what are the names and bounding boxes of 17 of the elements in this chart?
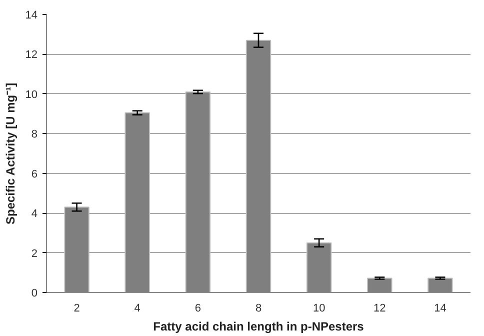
x-tick-label: 14 bbox=[434, 302, 446, 314]
x-tick-label: 10 bbox=[312, 302, 326, 314]
y-tick-label: 14 bbox=[25, 10, 38, 22]
y-axis-title: Specific Activity [U mg⁻¹] bbox=[3, 82, 18, 225]
y-tick-label: 10 bbox=[25, 88, 38, 101]
y-tick-label: 8 bbox=[31, 128, 38, 141]
x-axis-title: Fatty acid chain length in p-NPesters bbox=[153, 320, 364, 334]
x-tick-label: 2 bbox=[74, 302, 80, 314]
y-tick-label: 0 bbox=[31, 288, 38, 300]
y-tick-label: 12 bbox=[25, 49, 38, 62]
y-tick-label: 2 bbox=[31, 248, 38, 260]
x-tick-label: 8 bbox=[255, 302, 262, 314]
x-tick-label: 4 bbox=[134, 302, 140, 314]
y-tick-label: 4 bbox=[31, 208, 38, 220]
y-tick-label: 6 bbox=[31, 168, 38, 180]
x-tick-label: 12 bbox=[374, 302, 386, 314]
x-tick-label: 6 bbox=[194, 302, 201, 314]
